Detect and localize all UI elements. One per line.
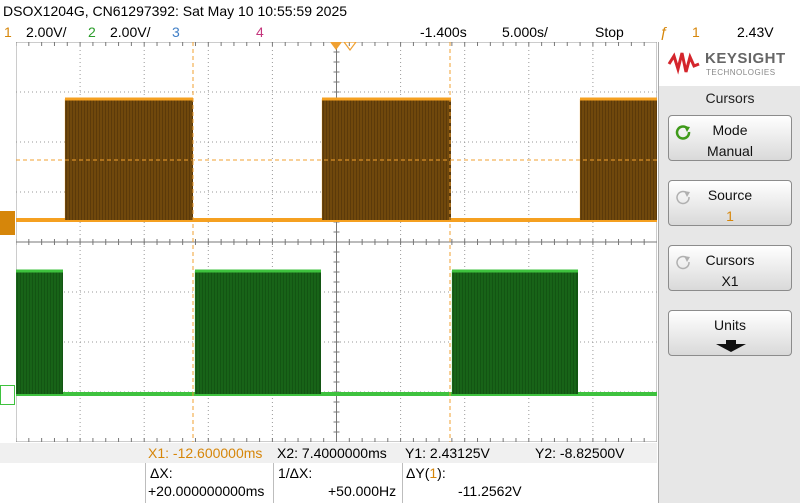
ch2-ground-marker[interactable] — [0, 385, 15, 405]
ch1-scale[interactable]: 2.00V/ — [26, 24, 67, 40]
signal-burst — [16, 271, 63, 394]
delta-x-value: +20.000000000ms — [148, 483, 265, 499]
waveform-display[interactable] — [15, 41, 658, 443]
delta-y-value: -11.2562V — [458, 483, 522, 499]
trigger-edge-icon: ƒ — [660, 24, 669, 41]
waveform-graph — [15, 41, 658, 443]
cursors-value: X1 — [721, 273, 739, 289]
delay-marker — [342, 41, 358, 51]
divider — [145, 463, 146, 503]
horizontal-delay[interactable]: -1.400s — [420, 24, 467, 40]
trigger-position-marker — [330, 42, 342, 50]
ch1-ground-marker[interactable] — [0, 211, 15, 235]
keysight-wave-icon — [667, 52, 700, 75]
cursor-readout-bar: X1: -12.600000ms X2: 7.4000000ms Y1: 2.4… — [0, 443, 657, 463]
trigger-level[interactable]: 2.43V — [737, 24, 774, 40]
submenu-arrow-icon — [716, 340, 746, 352]
delta-x-label: ΔX: — [150, 465, 173, 481]
cursor-delta-bar: ΔX: +20.000000000ms 1/ΔX: +50.000Hz ΔY(1… — [0, 463, 657, 503]
mode-value: Manual — [707, 143, 753, 159]
run-state[interactable]: Stop — [595, 24, 624, 40]
cursors-label: Cursors — [705, 252, 755, 268]
inverse-delta-x-label: 1/ΔX: — [278, 465, 313, 481]
delta-y-label: ΔY(1): — [406, 465, 446, 481]
trigger-source[interactable]: 1 — [692, 24, 700, 40]
source-label: Source — [707, 187, 753, 203]
inverse-delta-x-value: +50.000Hz — [328, 483, 397, 499]
cursor-x1-readout: X1: -12.600000ms — [148, 445, 263, 461]
ch1-number[interactable]: 1 — [4, 24, 12, 40]
mode-label: Mode — [712, 122, 748, 138]
ch2-number[interactable]: 2 — [88, 24, 96, 40]
menu-title: Cursors — [705, 90, 755, 106]
cursor-y2-readout: Y2: -8.82500V — [535, 445, 625, 461]
ch3-number[interactable]: 3 — [172, 24, 180, 40]
brand-subtitle: TECHNOLOGIES — [706, 68, 776, 77]
cursor-x2-readout: X2: 7.4000000ms — [277, 445, 387, 461]
softkey-menu: KEYSIGHT TECHNOLOGIES Cursors Mode Manua… — [658, 42, 800, 503]
ch4-number[interactable]: 4 — [256, 24, 264, 40]
divider — [273, 463, 274, 503]
units-label: Units — [714, 317, 746, 333]
rotate-knob-icon — [675, 125, 691, 140]
signal-burst — [452, 271, 578, 394]
timebase-scale[interactable]: 5.000s/ — [502, 24, 548, 40]
cursor-y1-readout: Y1: 2.43125V — [405, 445, 490, 461]
rotate-knob-icon — [676, 255, 690, 270]
mode-softkey[interactable]: Mode Manual — [668, 115, 792, 161]
ch2-scale[interactable]: 2.00V/ — [110, 24, 151, 40]
channel-status-bar: 1 2.00V/ 2 2.00V/ 3 4 -1.400s 5.000s/ St… — [0, 22, 800, 42]
source-softkey[interactable]: Source 1 — [668, 180, 792, 226]
scope-title: DSOX1204G, CN61297392: Sat May 10 10:55:… — [3, 3, 348, 19]
units-softkey[interactable]: Units — [668, 310, 792, 356]
source-value: 1 — [726, 208, 734, 224]
rotate-knob-icon — [676, 190, 690, 205]
keysight-logo: KEYSIGHT TECHNOLOGIES — [659, 42, 800, 86]
brand-name: KEYSIGHT — [705, 50, 786, 67]
signal-burst — [195, 271, 321, 394]
divider — [402, 463, 403, 503]
cursors-softkey[interactable]: Cursors X1 — [668, 245, 792, 291]
